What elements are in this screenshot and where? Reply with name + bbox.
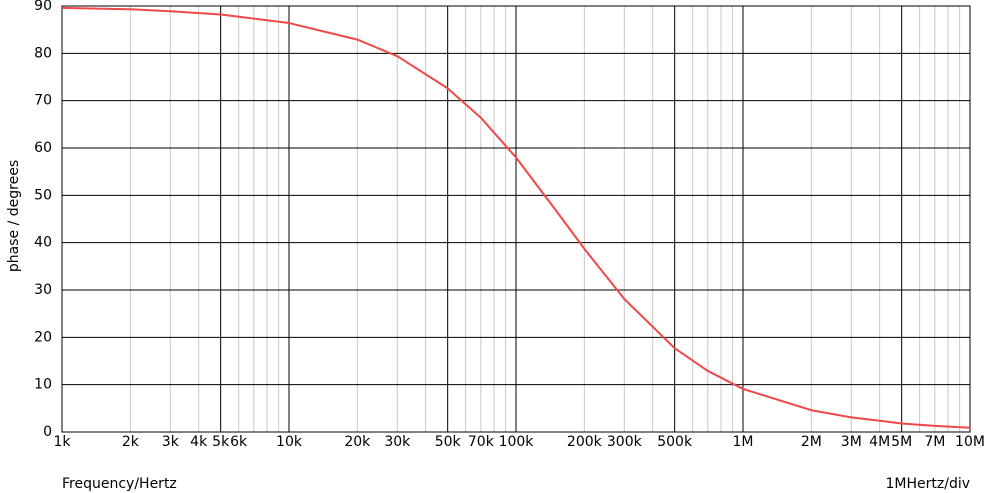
y-tick-label: 10 (34, 377, 52, 393)
x-tick-label: 70k (468, 434, 495, 450)
x-axis-label: Frequency/Hertz (62, 476, 177, 492)
x-tick-label: 5M (891, 434, 912, 450)
x-tick-label: 1M (733, 434, 754, 450)
x-tick-label: 2M (801, 434, 822, 450)
y-tick-label: 40 (34, 235, 52, 251)
y-tick-label: 30 (34, 282, 52, 298)
y-tick-label: 80 (34, 45, 52, 61)
x-tick-label: 500k (657, 434, 693, 450)
x-tick-label: 5k (212, 434, 230, 450)
y-tick-label: 50 (34, 187, 52, 203)
x-tick-label: 4M (869, 434, 890, 450)
y-tick-label: 20 (34, 329, 52, 345)
x-tick-label: 50k (435, 434, 462, 450)
series-line (61, 6, 971, 429)
x-tick-label: 100k (499, 434, 535, 450)
y-tick-label: 60 (34, 140, 52, 156)
x-tick-label: 3k (162, 434, 180, 450)
y-axis-label: phase / degrees (6, 160, 22, 272)
x-tick-label: 20k (344, 434, 371, 450)
x-tick-label: 3M (841, 434, 862, 450)
annotation: 1MHertz/div (886, 476, 971, 492)
x-tick-label: 10k (276, 434, 303, 450)
x-tick-label: 300k (607, 434, 643, 450)
x-tick-label: 2k (122, 434, 140, 450)
plot-frame (61, 5, 971, 433)
x-tick-label: 1k (53, 434, 71, 450)
y-tick-label: 0 (43, 424, 52, 440)
x-tick-label: 10M (955, 434, 985, 450)
y-tick-label: 90 (34, 0, 52, 14)
x-tick-label: 200k (567, 434, 603, 450)
y-tick-label: 70 (34, 93, 52, 109)
x-tick-label: 4k (190, 434, 208, 450)
x-tick-label: 6k (230, 434, 248, 450)
x-tick-label: 7M (924, 434, 945, 450)
x-tick-label: 30k (384, 434, 411, 450)
